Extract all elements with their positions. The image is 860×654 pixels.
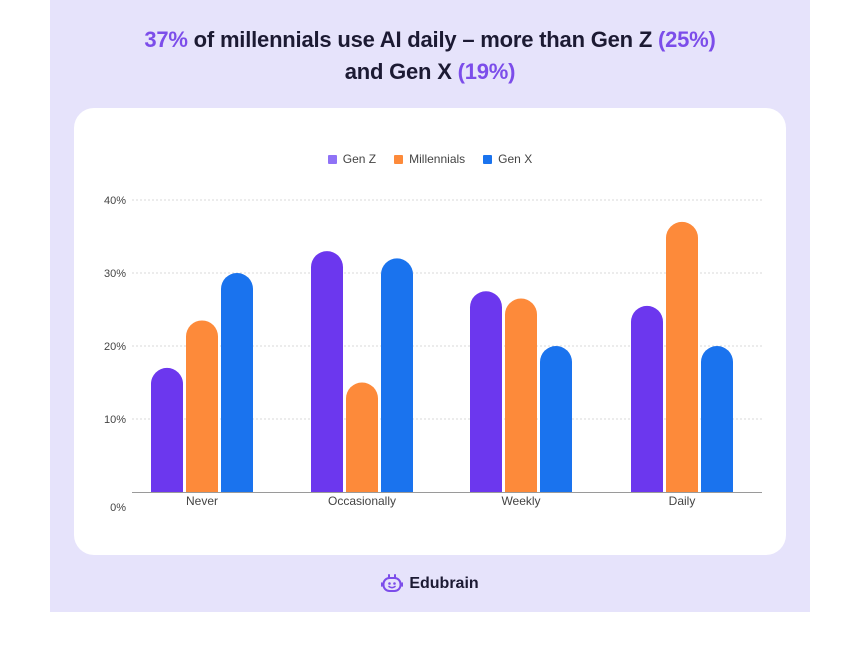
y-tick-label: 0% [110,502,126,514]
title-highlight-genz: (25%) [657,27,716,52]
bar-millennials-weekly [505,298,537,492]
bar-chart: 0% 10% 20% 30% 40% Never Occasionally Weekly Dai… [104,195,762,514]
y-tick-label: 20% [104,341,126,353]
bar-genz-weekly [470,291,502,492]
x-tick-label: Never [186,494,218,508]
legend-item-millennials: Millennials [394,152,465,166]
y-tick-label: 30% [104,268,126,280]
chart-title: 37% of millennials use AI daily – more t… [50,24,810,88]
bar-millennials-daily [666,221,698,492]
brand-name: Edubrain [409,575,479,592]
bar-genz-occasionally [311,251,343,492]
x-tick-label: Daily [669,494,696,508]
title-highlight-millennials: 37% [144,27,188,52]
legend-swatch-genx [483,154,493,164]
legend-item-genx: Gen X [483,152,532,166]
bar-genx-weekly [540,346,572,492]
bar-millennials-never [186,320,218,492]
title-text-2: and Gen X [344,59,458,84]
x-tick-label: Weekly [501,494,540,508]
legend-label-genx: Gen X [498,152,533,166]
y-tick-label: 10% [104,414,126,426]
bar-genx-occasionally [381,258,413,492]
legend-item-genz: Gen Z [327,152,377,166]
chart-legend: Gen Z Millennials Gen X [74,152,786,166]
bar-genz-never [151,367,183,492]
legend-label-genz: Gen Z [342,152,377,166]
y-tick-label: 40% [104,195,126,207]
bar-millennials-occasionally [346,382,378,492]
legend-label-millennials: Millennials [409,152,466,166]
bar-genx-daily [701,346,733,492]
bar-genx-never [221,273,253,492]
legend-swatch-genz [327,154,337,164]
title-highlight-genx: (19%) [457,59,516,84]
infographic-panel: 37% of millennials use AI daily – more t… [50,0,810,612]
bar-genz-daily [631,305,663,492]
title-text: of millennials use AI daily – more than … [187,27,658,52]
brand-footer: Edubrain [50,574,810,594]
robot-face-icon [381,574,404,592]
x-tick-label: Occasionally [328,494,396,508]
chart-card: Gen Z Millennials Gen X 0% 10% 20% 30% 40% Ne… [74,108,786,555]
legend-swatch-millennials [394,154,404,164]
